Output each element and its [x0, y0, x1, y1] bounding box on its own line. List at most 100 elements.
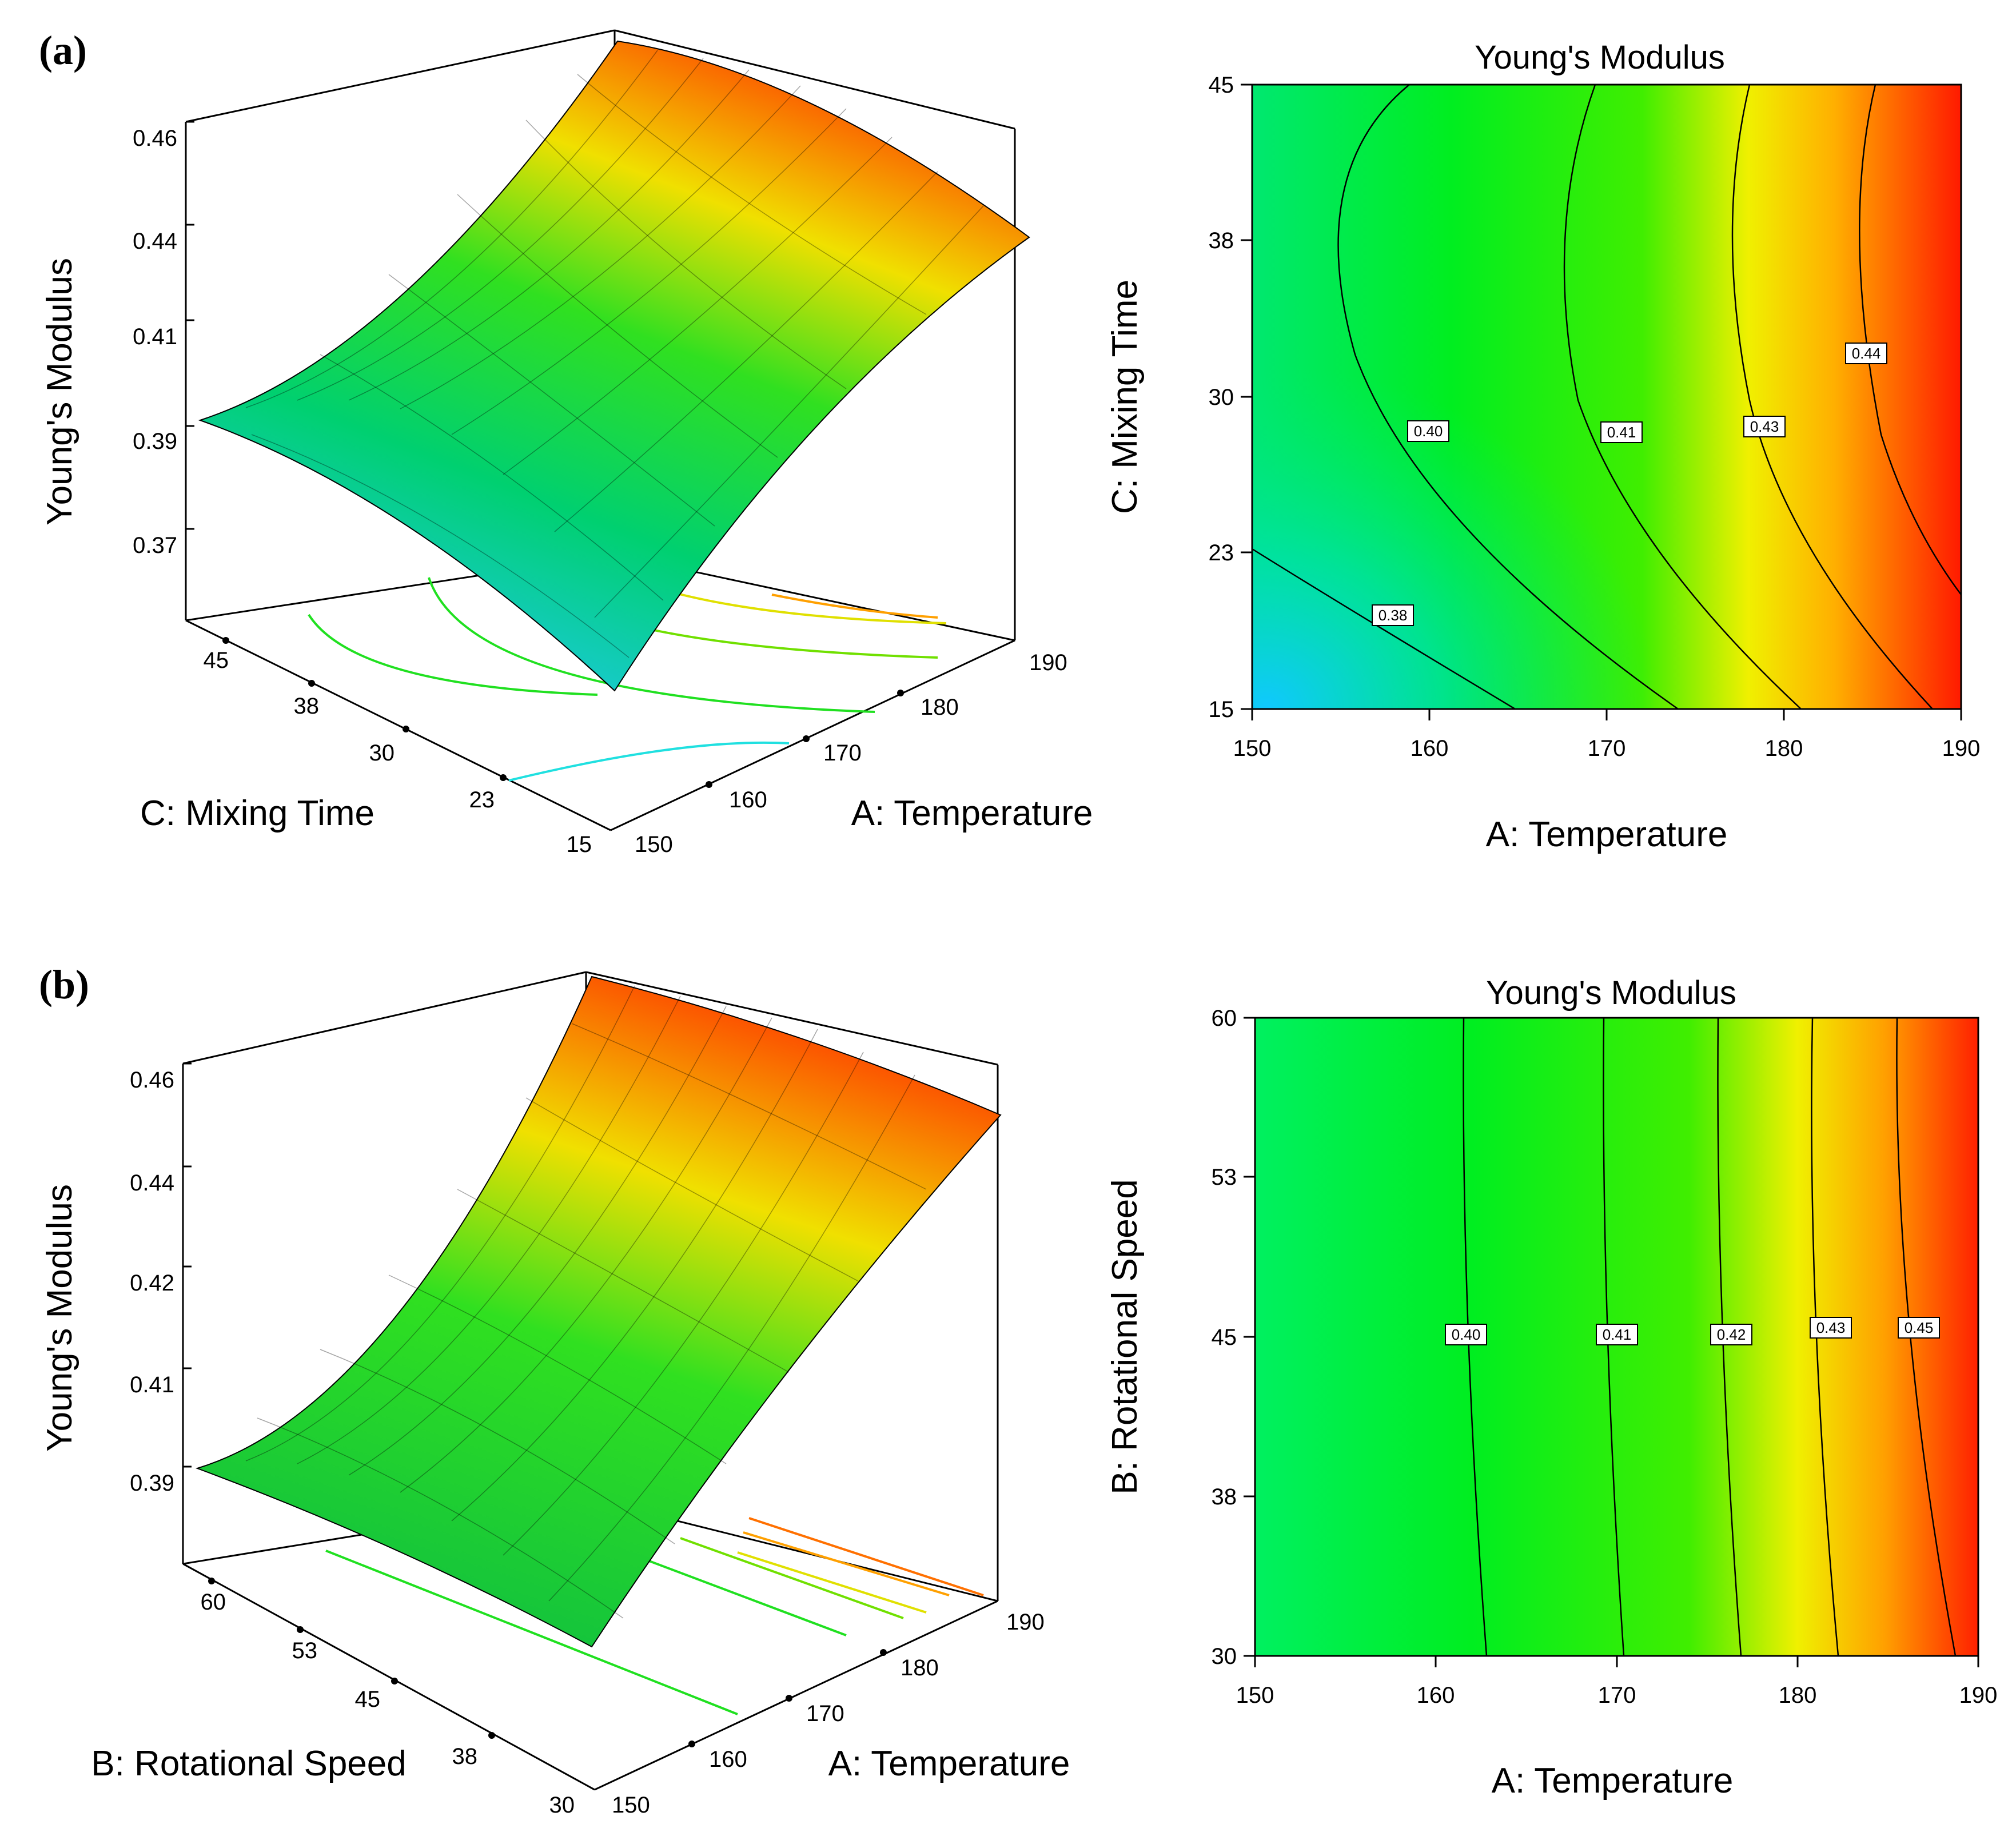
contour-label: 0.38	[1378, 607, 1408, 624]
x-axis-label-b: A: Temperature	[828, 1744, 1070, 1783]
contour-label-box	[1898, 1317, 1940, 1339]
y-tick-label: 30	[369, 740, 395, 766]
x-tick-label: 150	[612, 1793, 650, 1818]
z-tick-label: 0.42	[130, 1271, 174, 1296]
x-tick-label: 180	[1765, 736, 1803, 761]
contour-label: 0.41	[1607, 424, 1636, 441]
z-tick-label: 0.46	[130, 1068, 174, 1093]
x-tick-label: 180	[1779, 1683, 1817, 1708]
x-axis-label-a: A: Temperature	[851, 794, 1093, 833]
y-tick-label: 15	[567, 832, 592, 857]
surface-mesh-b	[195, 975, 1002, 1648]
z-axis-label-b: Young's Modulus	[40, 1184, 79, 1452]
contour-label-box	[1810, 1317, 1852, 1339]
panel-label-a: (a)	[39, 27, 87, 73]
x-tick-label: 190	[1942, 736, 1981, 761]
y-tick-label: 30	[1209, 385, 1234, 410]
y-tick-label: 45	[355, 1687, 381, 1712]
surface-gridlines-a	[245, 50, 984, 658]
contour-x-label-a: A: Temperature	[1486, 815, 1728, 854]
contour-x-label-b: A: Temperature	[1492, 1761, 1734, 1801]
y-axis-label-a: C: Mixing Time	[140, 794, 374, 833]
contour-label: 0.41	[1603, 1326, 1632, 1343]
contour-label-box	[1743, 416, 1786, 437]
contour-plot-a: Young's Modulus 0.38 0.40 0.41 0.43 0.44	[1105, 39, 1980, 854]
x-tick-label: 160	[709, 1747, 747, 1772]
contour-label: 0.45	[1905, 1319, 1934, 1336]
contour-cool-region-a	[1252, 85, 1961, 709]
y-tick-label: 53	[292, 1638, 318, 1663]
x-tick-label: 180	[921, 695, 959, 720]
x-tick-label: 150	[1236, 1683, 1274, 1708]
contour-lines-a	[1252, 84, 1962, 710]
contour-label: 0.43	[1816, 1319, 1846, 1336]
x-tick-label: 190	[1959, 1683, 1998, 1708]
contour-label-box	[1845, 343, 1887, 364]
y-tick-label: 45	[1212, 1325, 1237, 1350]
contour-y-label-b: B: Rotational Speed	[1105, 1179, 1145, 1495]
contour-label-box	[1600, 421, 1643, 443]
x-tick-label: 190	[1006, 1610, 1045, 1635]
z-tick-label: 0.39	[130, 1471, 174, 1496]
x-tick-dots-b	[688, 1649, 887, 1747]
contour-label: 0.44	[1852, 345, 1881, 362]
z-tick-label: 0.46	[133, 126, 177, 151]
contour-label: 0.40	[1452, 1326, 1481, 1343]
contour-label: 0.43	[1750, 418, 1779, 435]
y-tick-label: 53	[1212, 1165, 1237, 1190]
contour-label-box	[1407, 420, 1449, 442]
contour-y-label-a: C: Mixing Time	[1105, 280, 1145, 514]
y-tick-label: 60	[1212, 1006, 1237, 1031]
y-tick-label: 15	[1209, 697, 1234, 722]
y-tick-label: 23	[469, 787, 495, 813]
x-tick-label: 170	[806, 1701, 844, 1726]
contour-label-box	[1710, 1324, 1752, 1345]
surface-mesh-a	[198, 40, 1030, 692]
y-tick-label: 38	[1209, 228, 1234, 253]
surface-plot-b: 0.46 0.44 0.42 0.41 0.39 Young's Modulus…	[40, 971, 1070, 1818]
x-tick-label: 160	[1411, 736, 1449, 761]
contour-y-ticks-b	[1244, 1017, 1979, 1667]
y-tick-label: 60	[201, 1590, 226, 1615]
z-ticks-b	[183, 1062, 192, 1468]
z-tick-label: 0.44	[130, 1170, 174, 1196]
z-tick-label: 0.44	[133, 229, 177, 254]
panel-label-b: (b)	[39, 962, 89, 1007]
y-tick-dots-b	[208, 1578, 495, 1739]
y-tick-label: 38	[294, 694, 320, 719]
x-tick-label: 180	[901, 1655, 939, 1680]
contour-label-box	[1445, 1324, 1487, 1345]
y-tick-label: 45	[204, 648, 229, 673]
contour-label: 0.42	[1717, 1326, 1746, 1343]
contour-label: 0.40	[1414, 423, 1443, 440]
x-tick-label: 170	[823, 740, 862, 766]
x-tick-dots-a	[706, 690, 904, 788]
x-tick-label: 150	[1233, 736, 1272, 761]
y-axis-label-b: B: Rotational Speed	[91, 1744, 407, 1783]
y-tick-label: 45	[1209, 73, 1234, 98]
z-tick-label: 0.37	[133, 533, 177, 558]
y-tick-label: 23	[1209, 540, 1234, 565]
surface-plot-a: 0.46 0.44 0.41 0.39 0.37 Young's Modulus…	[40, 29, 1093, 857]
x-tick-label: 160	[729, 787, 767, 813]
y-tick-label: 30	[1212, 1644, 1237, 1669]
contour-title-a: Young's Modulus	[1475, 39, 1725, 76]
x-tick-label: 150	[635, 832, 673, 857]
y-tick-label: 30	[549, 1793, 575, 1818]
contour-plot-b: Young's Modulus 0.40 0.41 0.42 0.43 0.45	[1105, 974, 1997, 1801]
x-tick-label: 170	[1598, 1683, 1636, 1708]
contour-label-box	[1596, 1324, 1638, 1345]
y-tick-label: 38	[452, 1744, 478, 1769]
z-tick-label: 0.41	[133, 324, 177, 349]
contour-y-ticks-a	[1241, 83, 1962, 720]
z-tick-label: 0.41	[130, 1372, 174, 1397]
contour-title-b: Young's Modulus	[1486, 974, 1736, 1011]
x-tick-label: 190	[1029, 650, 1067, 675]
y-tick-label: 38	[1212, 1484, 1237, 1510]
x-tick-label: 170	[1588, 736, 1626, 761]
x-tick-label: 160	[1417, 1683, 1455, 1708]
surface-gridlines-b	[245, 985, 927, 1619]
z-axis-label-a: Young's Modulus	[40, 258, 79, 525]
contour-label-box	[1372, 604, 1414, 626]
